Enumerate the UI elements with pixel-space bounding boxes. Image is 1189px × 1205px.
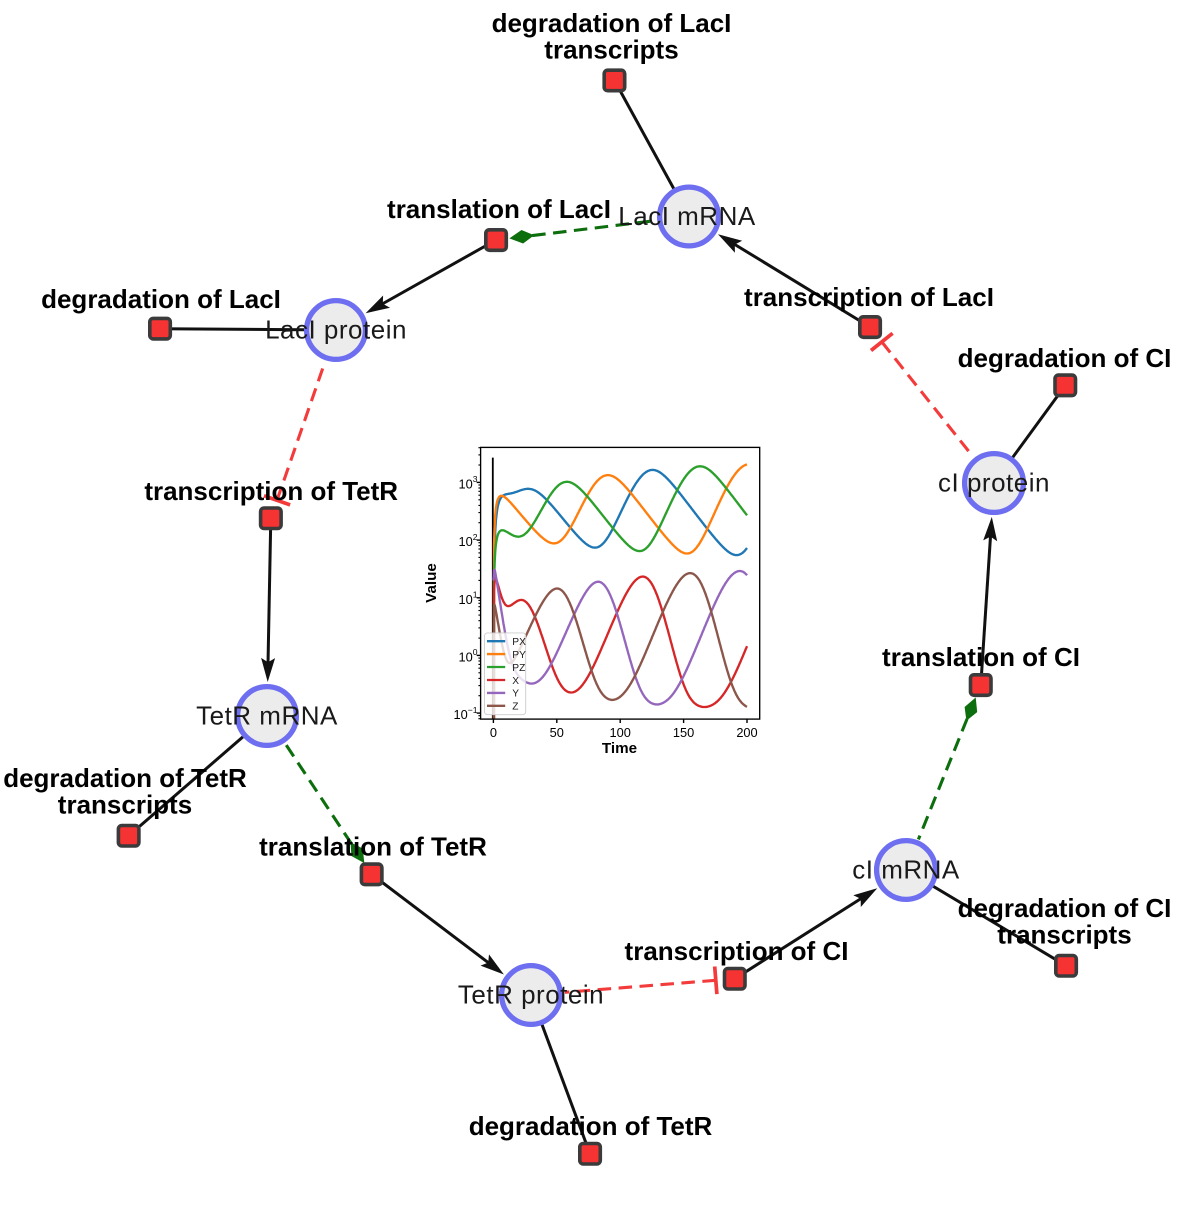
svg-text:LacI protein: LacI protein (265, 315, 407, 345)
svg-text:translation of CI: translation of CI (882, 642, 1080, 672)
svg-text:TetR mRNA: TetR mRNA (196, 701, 338, 731)
svg-text:translation of LacI: translation of LacI (387, 194, 611, 224)
svg-text:PY: PY (512, 650, 526, 661)
svg-text:transcripts: transcripts (544, 34, 678, 64)
svg-text:LacI mRNA: LacI mRNA (618, 201, 756, 231)
svg-text:degradation of LacI: degradation of LacI (41, 284, 281, 314)
svg-text:degradation of TetR: degradation of TetR (469, 1111, 713, 1141)
svg-text:translation of TetR: translation of TetR (259, 831, 487, 861)
svg-text:degradation of CI: degradation of CI (958, 893, 1172, 923)
svg-text:Time: Time (602, 740, 637, 757)
svg-text:100: 100 (610, 725, 631, 740)
svg-text:TetR protein: TetR protein (458, 980, 604, 1010)
svg-text:Y: Y (512, 689, 519, 700)
svg-text:X: X (512, 676, 519, 687)
svg-text:Value: Value (423, 563, 440, 603)
svg-text:Z: Z (512, 702, 518, 713)
svg-text:degradation of LacI: degradation of LacI (492, 8, 732, 38)
svg-text:transcripts: transcripts (58, 790, 192, 820)
svg-text:0: 0 (490, 725, 497, 740)
svg-text:200: 200 (736, 725, 757, 740)
svg-text:transcripts: transcripts (997, 920, 1131, 950)
svg-text:cI protein: cI protein (938, 468, 1050, 498)
svg-text:degradation of TetR: degradation of TetR (3, 763, 247, 793)
svg-text:cI mRNA: cI mRNA (852, 855, 960, 885)
svg-text:degradation of CI: degradation of CI (958, 343, 1172, 373)
svg-text:PZ: PZ (512, 663, 525, 674)
svg-text:transcription of CI: transcription of CI (625, 936, 849, 966)
svg-text:150: 150 (673, 725, 694, 740)
svg-text:50: 50 (550, 725, 564, 740)
svg-text:PX: PX (512, 637, 526, 648)
svg-text:transcription of LacI: transcription of LacI (744, 282, 994, 312)
svg-text:transcription of TetR: transcription of TetR (144, 476, 398, 506)
